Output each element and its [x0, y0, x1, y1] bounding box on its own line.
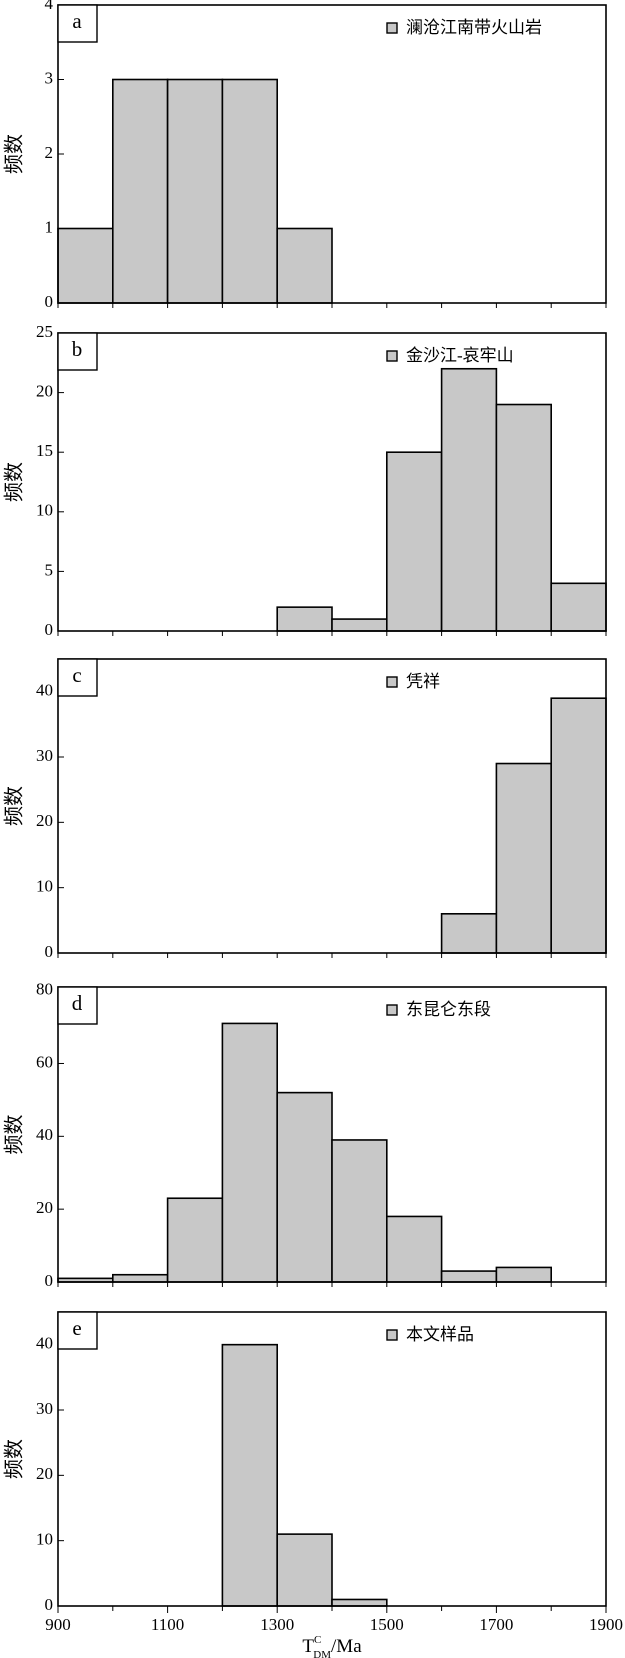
y-tick-label: 40 — [36, 1125, 53, 1144]
bar — [221, 1022, 278, 1283]
y-tick-label: 20 — [36, 811, 53, 830]
panel-label: a — [72, 9, 82, 33]
bar — [440, 1270, 498, 1283]
panel-label: d — [72, 991, 83, 1015]
bar — [331, 618, 388, 632]
legend-label: 东昆仑东段 — [406, 1000, 491, 1019]
legend-marker — [386, 676, 398, 688]
bar — [166, 78, 224, 304]
panel-label: c — [72, 663, 81, 687]
bar — [276, 1091, 333, 1283]
y-axis-label: 频数 — [3, 134, 26, 174]
y-tick-label: 4 — [45, 0, 54, 13]
panel-label: b — [72, 337, 83, 361]
bar — [112, 78, 169, 304]
panel-label-box — [57, 986, 98, 1025]
y-tick-label: 10 — [36, 501, 53, 520]
y-tick-label: 5 — [45, 560, 54, 579]
legend-marker — [386, 22, 398, 34]
panel-label-box — [57, 332, 98, 371]
y-tick-label: 0 — [45, 1271, 54, 1290]
bar — [221, 78, 278, 304]
y-tick-label: 10 — [36, 1530, 53, 1549]
y-tick-label: 20 — [36, 382, 53, 401]
bar — [276, 606, 333, 632]
y-tick-label: 1 — [45, 217, 54, 236]
x-label-main: T — [302, 1636, 314, 1657]
y-tick-label: 30 — [36, 746, 53, 765]
y-tick-label: 60 — [36, 1052, 53, 1071]
y-tick-label: 2 — [45, 143, 54, 162]
legend-label: 金沙江-哀牢山 — [406, 346, 514, 365]
bar — [385, 1215, 443, 1283]
bar — [550, 582, 607, 632]
bar — [276, 227, 333, 304]
y-axis-label: 频数 — [3, 1115, 26, 1155]
y-tick-label: 30 — [36, 1399, 53, 1418]
y-tick-label: 80 — [36, 980, 53, 999]
panel-label-box — [57, 4, 98, 43]
y-tick-label: 25 — [36, 322, 53, 341]
y-axis-label: 频数 — [3, 1439, 26, 1479]
panel-label-box — [57, 1311, 98, 1350]
legend-label: 凭祥 — [406, 672, 440, 691]
y-axis-label: 频数 — [3, 786, 26, 826]
x-tick-label: 1900 — [589, 1615, 623, 1634]
y-tick-label: 20 — [36, 1464, 53, 1483]
y-tick-label: 10 — [36, 877, 53, 896]
bar — [112, 1273, 169, 1283]
bar — [57, 227, 114, 304]
bar — [166, 1197, 224, 1283]
y-tick-label: 0 — [45, 292, 54, 311]
y-tick-label: 40 — [36, 681, 53, 700]
x-label-sub: DM — [313, 1649, 331, 1658]
x-label-unit: /Ma — [331, 1636, 362, 1657]
legend-label: 本文样品 — [406, 1325, 474, 1344]
y-axis-label: 频数 — [3, 462, 26, 502]
y-tick-label: 40 — [36, 1334, 53, 1353]
y-tick-label: 0 — [45, 620, 54, 639]
x-tick-label: 1500 — [370, 1615, 404, 1634]
bar — [495, 762, 552, 954]
y-tick-label: 3 — [45, 68, 54, 87]
panel-label-box — [57, 658, 98, 697]
bar — [495, 1266, 552, 1283]
legend-label: 澜沧江南带火山岩 — [406, 18, 542, 37]
bar — [550, 697, 607, 954]
bar — [276, 1533, 333, 1607]
bar — [440, 912, 498, 954]
panel-label: e — [72, 1316, 81, 1340]
bar — [331, 1139, 388, 1283]
bar — [221, 1343, 278, 1607]
bar — [495, 403, 552, 632]
y-tick-label: 0 — [45, 1595, 54, 1614]
bar — [440, 367, 498, 632]
x-tick-label: 1300 — [260, 1615, 294, 1634]
bar — [331, 1598, 388, 1607]
y-tick-label: 15 — [36, 441, 53, 460]
x-tick-label: 1700 — [479, 1615, 513, 1634]
legend-marker — [386, 350, 398, 362]
y-tick-label: 0 — [45, 942, 54, 961]
x-tick-label: 1100 — [151, 1615, 184, 1634]
y-tick-label: 20 — [36, 1198, 53, 1217]
legend-marker — [386, 1329, 398, 1341]
x-label-sup: C — [314, 1634, 321, 1646]
legend-marker — [386, 1004, 398, 1016]
x-axis-label: TC DM/Ma — [302, 1634, 362, 1658]
bar — [385, 451, 443, 632]
x-tick-label: 900 — [45, 1615, 71, 1634]
